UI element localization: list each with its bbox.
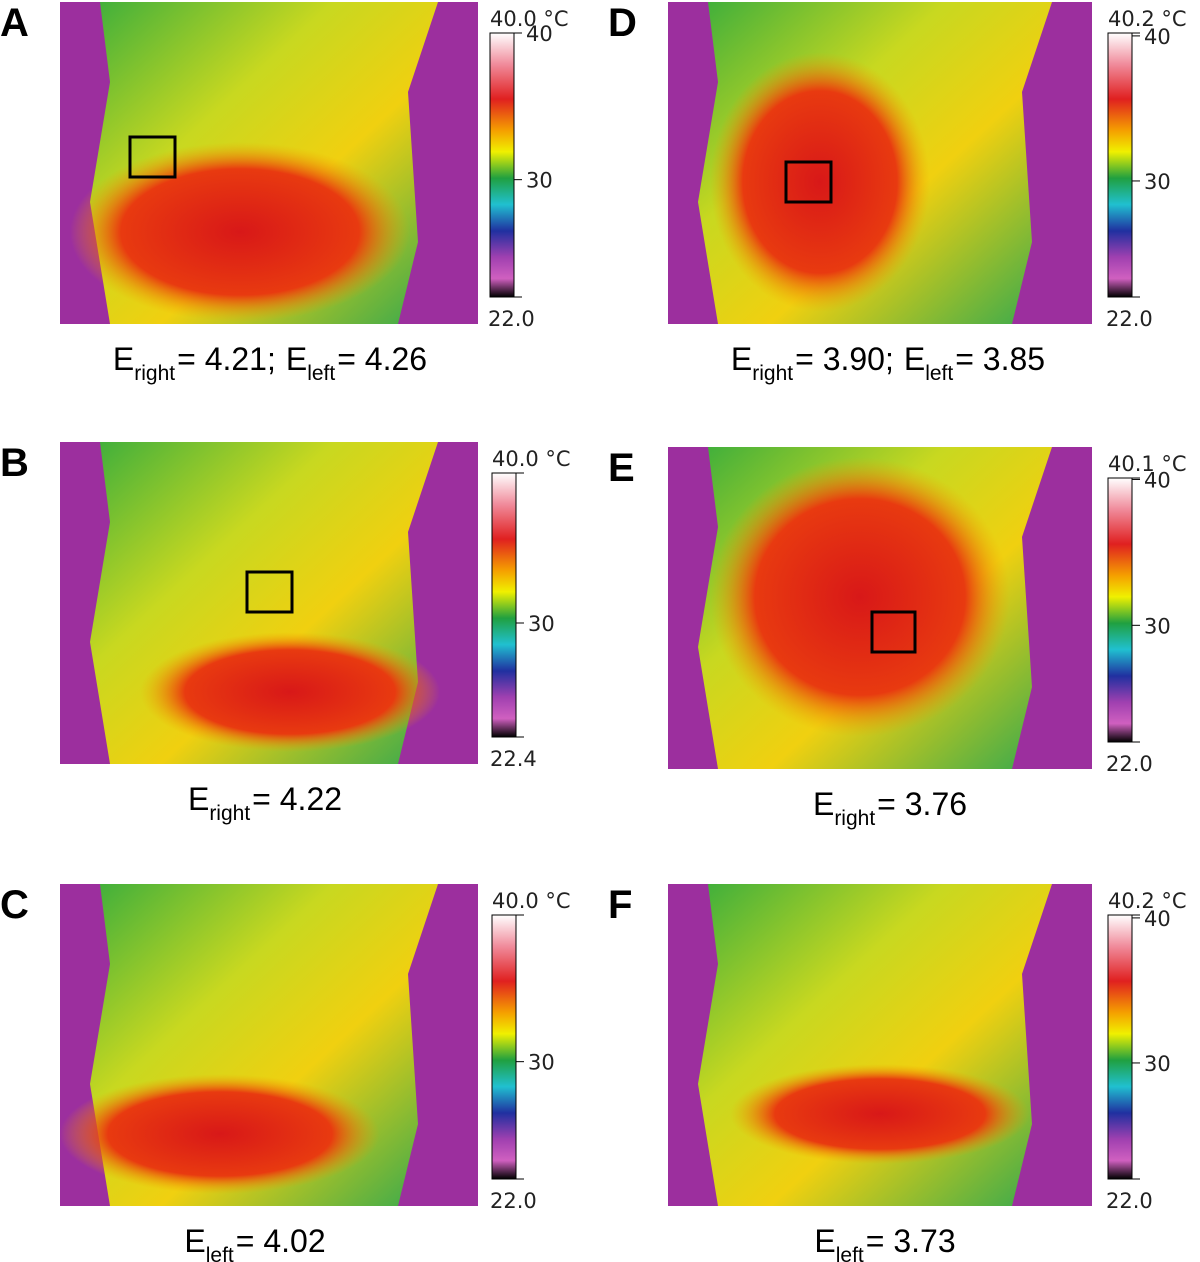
caption-value: = 4.02 [236,1223,326,1259]
caption-symbol: E [731,341,752,377]
panel-label: D [608,1,637,45]
scale-tick-label: 30 [1144,614,1171,638]
scale-tick-label: 40 [1144,25,1171,49]
caption-subscript: left [925,362,953,385]
thermal-image [668,884,1092,1206]
scale-max-label: 40.0 °C [490,7,569,31]
colorbar [1107,477,1133,743]
scale-max-label: 40.0 °C [492,447,571,471]
panel-label: C [0,883,29,927]
caption-symbol: E [113,341,134,377]
hot-region [710,457,1010,737]
colorbar [1107,32,1133,298]
caption: Eright= 3.90; Eleft= 3.85 [731,341,1045,385]
roi-box [870,610,917,654]
colorbar [491,472,517,738]
hot-region [730,1064,1030,1164]
scale-tick-label: 40 [526,22,553,46]
caption-value: = 3.76 [877,786,967,822]
scale-min-label: 22.0 [1106,1189,1153,1213]
panel: F 40.2 °C 22.0 40 30 Eleft= 3.73 [608,883,1187,1262]
caption-subscript: left [206,1244,234,1262]
scale-max-label: 40.1 °C [1108,452,1187,476]
caption-value: = 3.90; [795,341,894,377]
hot-region [140,632,440,752]
caption-subscript: right [209,802,250,825]
panel-label: E [608,446,635,490]
colorbar [491,914,517,1180]
scale-tick-label: 30 [1144,170,1171,194]
scale-tick-label: 30 [526,169,553,193]
roi-box [784,160,833,204]
thermal-image [60,884,478,1206]
caption-value: = 3.73 [866,1223,956,1259]
scale-max-label: 40.2 °C [1108,7,1187,31]
roi-box [245,570,294,614]
caption: Eleft= 4.02 [184,1223,325,1262]
scale-tick-label: 30 [528,1051,555,1075]
caption-subscript: left [307,362,335,385]
caption-symbol: E [904,341,925,377]
caption-symbol: E [814,1223,835,1259]
hot-region [710,52,930,312]
scale-min-label: 22.0 [1106,752,1153,776]
caption-subscript: right [834,807,875,830]
panel: B 40.0 °C 22.4 30 Eright= 4.22 [0,441,571,825]
panel-label: F [608,883,632,927]
scale-tick-label: 40 [1144,468,1171,492]
caption: Eright= 4.21; Eleft= 4.26 [113,341,427,385]
scale-tick-label: 40 [1144,907,1171,931]
scale-min-label: 22.0 [1106,307,1153,331]
colorbar [1107,914,1133,1180]
caption-symbol: E [188,781,209,817]
caption-subscript: left [836,1244,864,1262]
caption-value: = 4.22 [252,781,342,817]
thermal-image [668,447,1092,769]
caption-symbol: E [184,1223,205,1259]
scale-min-label: 22.4 [490,747,537,771]
scale-min-label: 22.0 [490,1189,537,1213]
hot-region [70,142,410,322]
caption: Eright= 3.76 [813,786,967,830]
caption: Eleft= 3.73 [814,1223,955,1262]
panel: D 40.2 °C 22.0 40 30 Eright= 3.90; Eleft= 3.85 [608,1,1187,385]
panel: E 40.1 °C 22.0 40 30 Eright= 3.76 [608,446,1187,830]
caption-subscript: right [752,362,793,385]
scale-tick-label: 30 [528,612,555,636]
scale-max-label: 40.0 °C [492,889,571,913]
panel-label: B [0,441,29,485]
caption-symbol: E [813,786,834,822]
scale-min-label: 22.0 [488,307,535,331]
caption-subscript: right [134,362,175,385]
panel: C 40.0 °C 22.0 30 Eleft= 4.02 [0,883,571,1262]
thermal-image [60,442,478,764]
colorbar [489,32,515,298]
caption-value: = 4.26 [337,341,427,377]
scale-tick-label: 30 [1144,1052,1171,1076]
panel: A 40.0 °C 22.0 40 30 Eright= 4.21; Eleft= 4.26 [0,1,569,385]
hot-region [60,1074,380,1194]
caption-value: = 3.85 [955,341,1045,377]
panel-label: A [0,1,29,45]
thermal-image [60,2,478,324]
caption-symbol: E [286,341,307,377]
caption: Eright= 4.22 [188,781,342,825]
thermal-image [668,2,1092,324]
roi-box [128,135,177,179]
caption-value: = 4.21; [177,341,276,377]
scale-max-label: 40.2 °C [1108,889,1187,913]
